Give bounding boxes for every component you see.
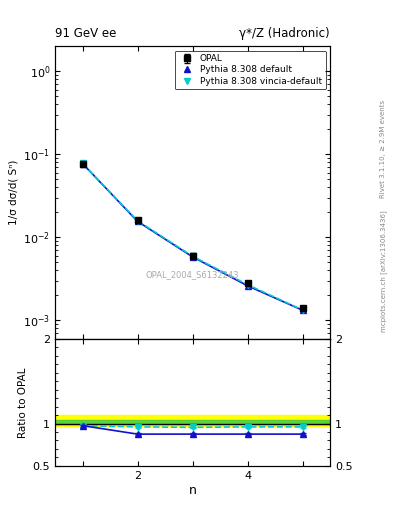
X-axis label: n: n — [189, 483, 196, 497]
Pythia 8.308 default — [190, 254, 195, 260]
Pythia 8.308 default — [135, 218, 140, 224]
Line: Pythia 8.308 vincia-default: Pythia 8.308 vincia-default — [79, 160, 306, 313]
Text: 91 GeV ee: 91 GeV ee — [55, 27, 116, 40]
Pythia 8.308 default — [245, 283, 250, 289]
Pythia 8.308 default — [80, 160, 85, 166]
Pythia 8.308 vincia-default — [190, 253, 195, 259]
Line: Pythia 8.308 default: Pythia 8.308 default — [79, 160, 306, 314]
Pythia 8.308 vincia-default — [80, 160, 85, 166]
Text: OPAL_2004_S6132243: OPAL_2004_S6132243 — [146, 270, 239, 279]
Pythia 8.308 vincia-default — [245, 282, 250, 288]
Text: Rivet 3.1.10, ≥ 2.9M events: Rivet 3.1.10, ≥ 2.9M events — [380, 99, 386, 198]
Legend: OPAL, Pythia 8.308 default, Pythia 8.308 vincia-default: OPAL, Pythia 8.308 default, Pythia 8.308… — [174, 51, 326, 89]
Pythia 8.308 default — [300, 307, 305, 313]
Text: γ*/Z (Hadronic): γ*/Z (Hadronic) — [239, 27, 330, 40]
Text: mcplots.cern.ch [arXiv:1306.3436]: mcplots.cern.ch [arXiv:1306.3436] — [380, 210, 387, 332]
Y-axis label: 1/σ dσ/d( Sⁿ): 1/σ dσ/d( Sⁿ) — [9, 160, 19, 225]
Y-axis label: Ratio to OPAL: Ratio to OPAL — [18, 367, 28, 438]
Pythia 8.308 vincia-default — [300, 307, 305, 313]
Pythia 8.308 vincia-default — [135, 218, 140, 224]
